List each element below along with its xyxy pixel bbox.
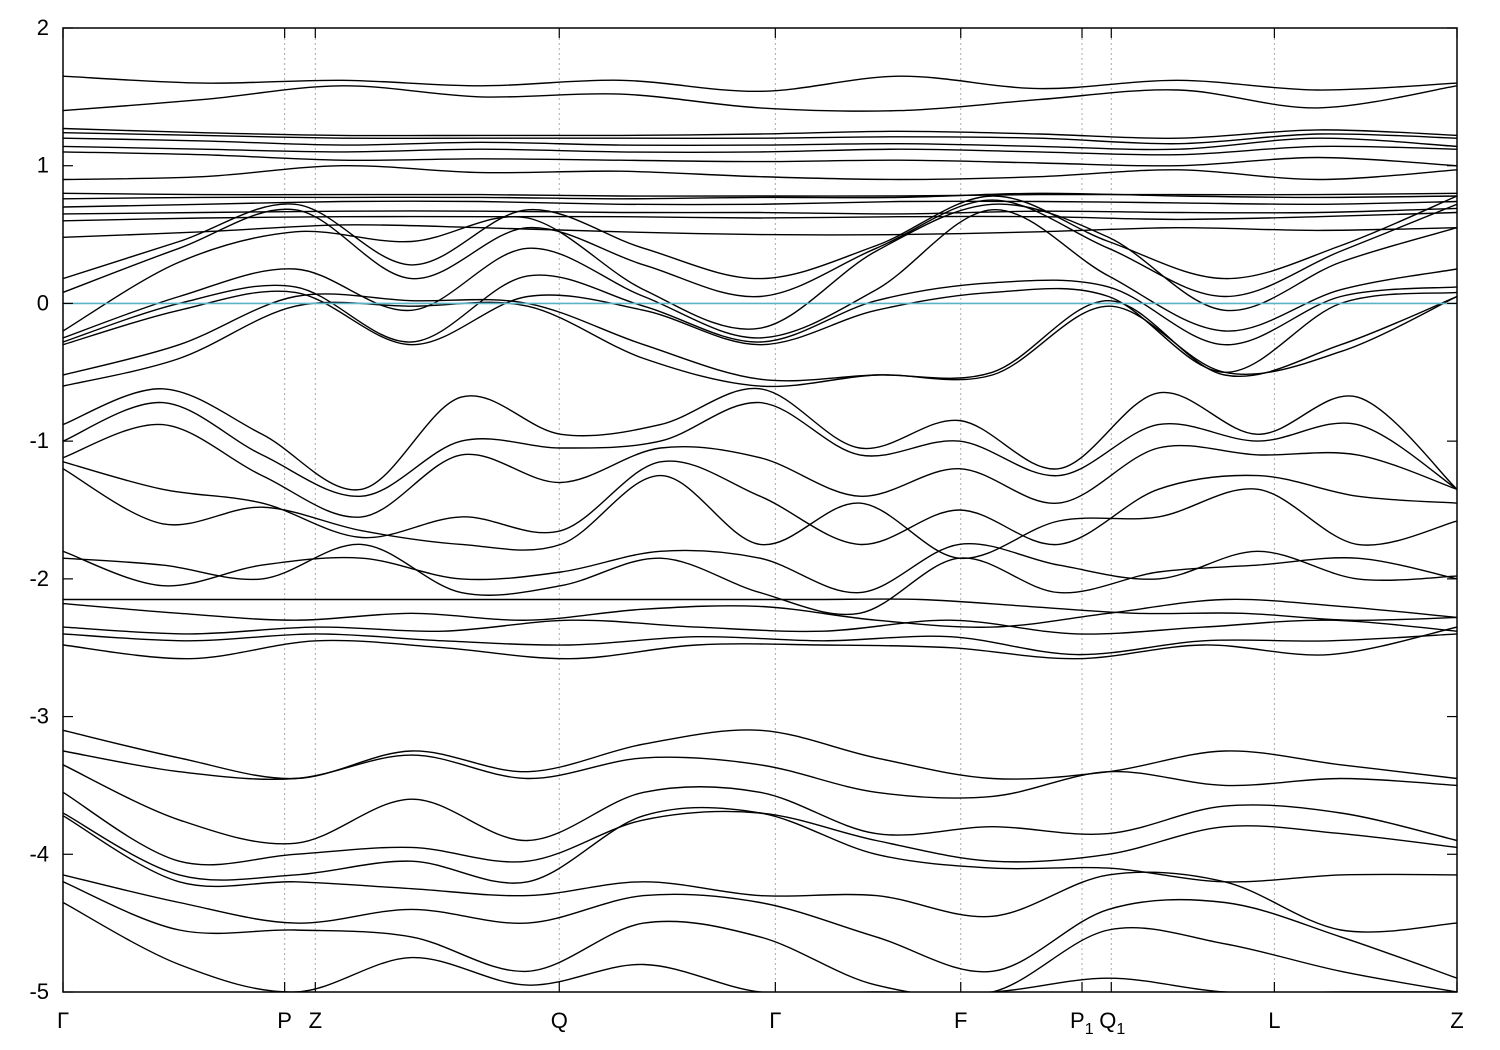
band-line-24 [63,423,1457,518]
band-line-22 [63,387,1457,491]
y-tick-label: -3 [29,704,49,729]
band-line-5 [63,145,1457,156]
y-tick-label: -5 [29,979,49,1004]
y-tick-label: 0 [37,290,49,315]
band-line-3 [63,132,1457,145]
band-line-36 [63,764,1457,845]
kpoint-gridlines [284,28,1275,992]
kpoint-label: Q1 [1099,1008,1125,1038]
y-axis-ticks: -5 -4 -3 -2 -1 0 1 2 [29,15,1458,1004]
band-line-25 [63,460,1457,546]
kpoint-label: Z [309,1008,322,1033]
band-line-9 [63,192,1457,200]
band-line-7 [63,164,1457,181]
band-line-35 [63,750,1457,799]
band-line-17 [63,209,1457,339]
y-tick-label: -2 [29,566,49,591]
y-tick-label: 1 [37,153,49,178]
band-line-11 [63,207,1457,215]
band-line-30 [63,598,1457,628]
band-line-20 [63,293,1457,382]
band-line-41 [63,881,1457,992]
band-line-12 [63,211,1457,222]
band-line-37 [63,791,1457,866]
band-line-23 [63,401,1457,497]
kpoint-label: L [1268,1008,1280,1033]
kpoint-label: P [277,1008,292,1033]
band-line-33 [63,626,1457,660]
band-line-15 [63,199,1457,298]
band-line-31 [63,619,1457,635]
x-axis-kpoint-labels: Γ P Z Q Γ F P1 Q1 L Z [57,1008,1464,1038]
band-line-32 [63,633,1457,656]
kpoint-label: Z [1450,1008,1463,1033]
band-lines [63,75,1457,992]
kpoint-label: Q [551,1008,568,1033]
kpoint-label: Γ [769,1008,781,1033]
band-line-6 [63,151,1457,167]
band-line-0 [63,75,1457,93]
band-line-2 [63,127,1457,139]
band-line-18 [63,274,1457,346]
kpoint-label: P1 [1070,1008,1094,1038]
band-line-16 [63,203,1457,332]
band-line-4 [63,137,1457,151]
band-line-21 [63,295,1457,388]
y-tick-label: -1 [29,428,49,453]
y-tick-label: 2 [37,15,49,40]
y-tick-label: -4 [29,841,49,866]
band-line-19 [63,287,1457,374]
band-line-26 [63,468,1457,559]
band-line-29 [63,598,1457,622]
band-line-13 [63,224,1457,238]
plot-frame [62,27,1458,993]
kpoint-label: F [954,1008,967,1033]
kpoint-label: Γ [57,1008,69,1033]
band-line-40 [63,874,1457,979]
band-line-27 [63,543,1457,594]
band-line-8 [63,192,1457,197]
band-line-10 [63,200,1457,208]
band-line-38 [63,806,1457,884]
band-line-34 [63,729,1457,780]
band-line-39 [63,815,1457,933]
band-line-14 [63,195,1457,280]
band-line-1 [63,85,1457,112]
band-line-28 [63,543,1457,616]
